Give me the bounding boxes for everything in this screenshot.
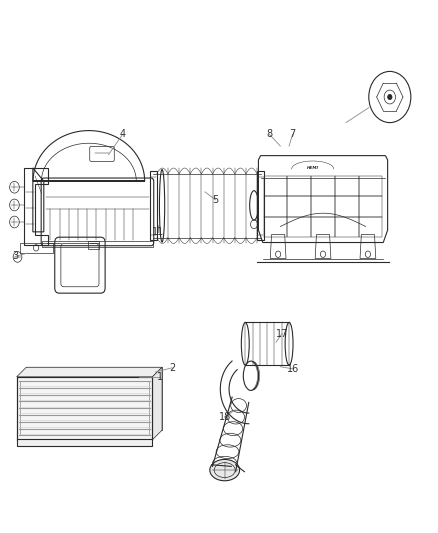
Bar bbox=[17, 377, 152, 440]
Text: HEMI: HEMI bbox=[307, 166, 319, 170]
Polygon shape bbox=[17, 367, 162, 377]
Bar bbox=[20, 381, 149, 435]
Bar bbox=[311, 197, 335, 217]
Polygon shape bbox=[152, 367, 162, 440]
Bar bbox=[335, 176, 359, 197]
Text: 11: 11 bbox=[152, 228, 164, 237]
Text: 1: 1 bbox=[157, 373, 163, 382]
Text: 2: 2 bbox=[169, 363, 175, 373]
Bar bbox=[17, 439, 152, 446]
Text: 4: 4 bbox=[120, 130, 126, 139]
Bar bbox=[311, 176, 335, 197]
Bar bbox=[42, 241, 153, 247]
Text: 18: 18 bbox=[219, 412, 231, 422]
Ellipse shape bbox=[210, 459, 240, 481]
Text: 8: 8 bbox=[266, 130, 272, 139]
Bar bbox=[335, 197, 359, 217]
Bar bbox=[264, 176, 287, 197]
Bar bbox=[17, 377, 152, 440]
Text: 7: 7 bbox=[290, 130, 296, 139]
Bar bbox=[359, 197, 382, 217]
Bar bbox=[287, 217, 311, 237]
Bar bbox=[264, 197, 287, 217]
Bar bbox=[264, 217, 287, 237]
Text: 5: 5 bbox=[212, 195, 219, 205]
Polygon shape bbox=[26, 367, 162, 430]
Bar bbox=[257, 171, 264, 240]
Bar bbox=[88, 241, 99, 249]
Text: 16: 16 bbox=[286, 364, 299, 374]
Text: 3: 3 bbox=[13, 252, 19, 261]
Bar bbox=[287, 176, 311, 197]
Bar bbox=[311, 217, 335, 237]
Bar bbox=[287, 197, 311, 217]
Bar bbox=[335, 217, 359, 237]
Bar bbox=[150, 171, 157, 240]
Text: 17: 17 bbox=[276, 329, 288, 338]
Bar bbox=[359, 176, 382, 197]
Bar bbox=[359, 217, 382, 237]
Circle shape bbox=[388, 94, 392, 100]
